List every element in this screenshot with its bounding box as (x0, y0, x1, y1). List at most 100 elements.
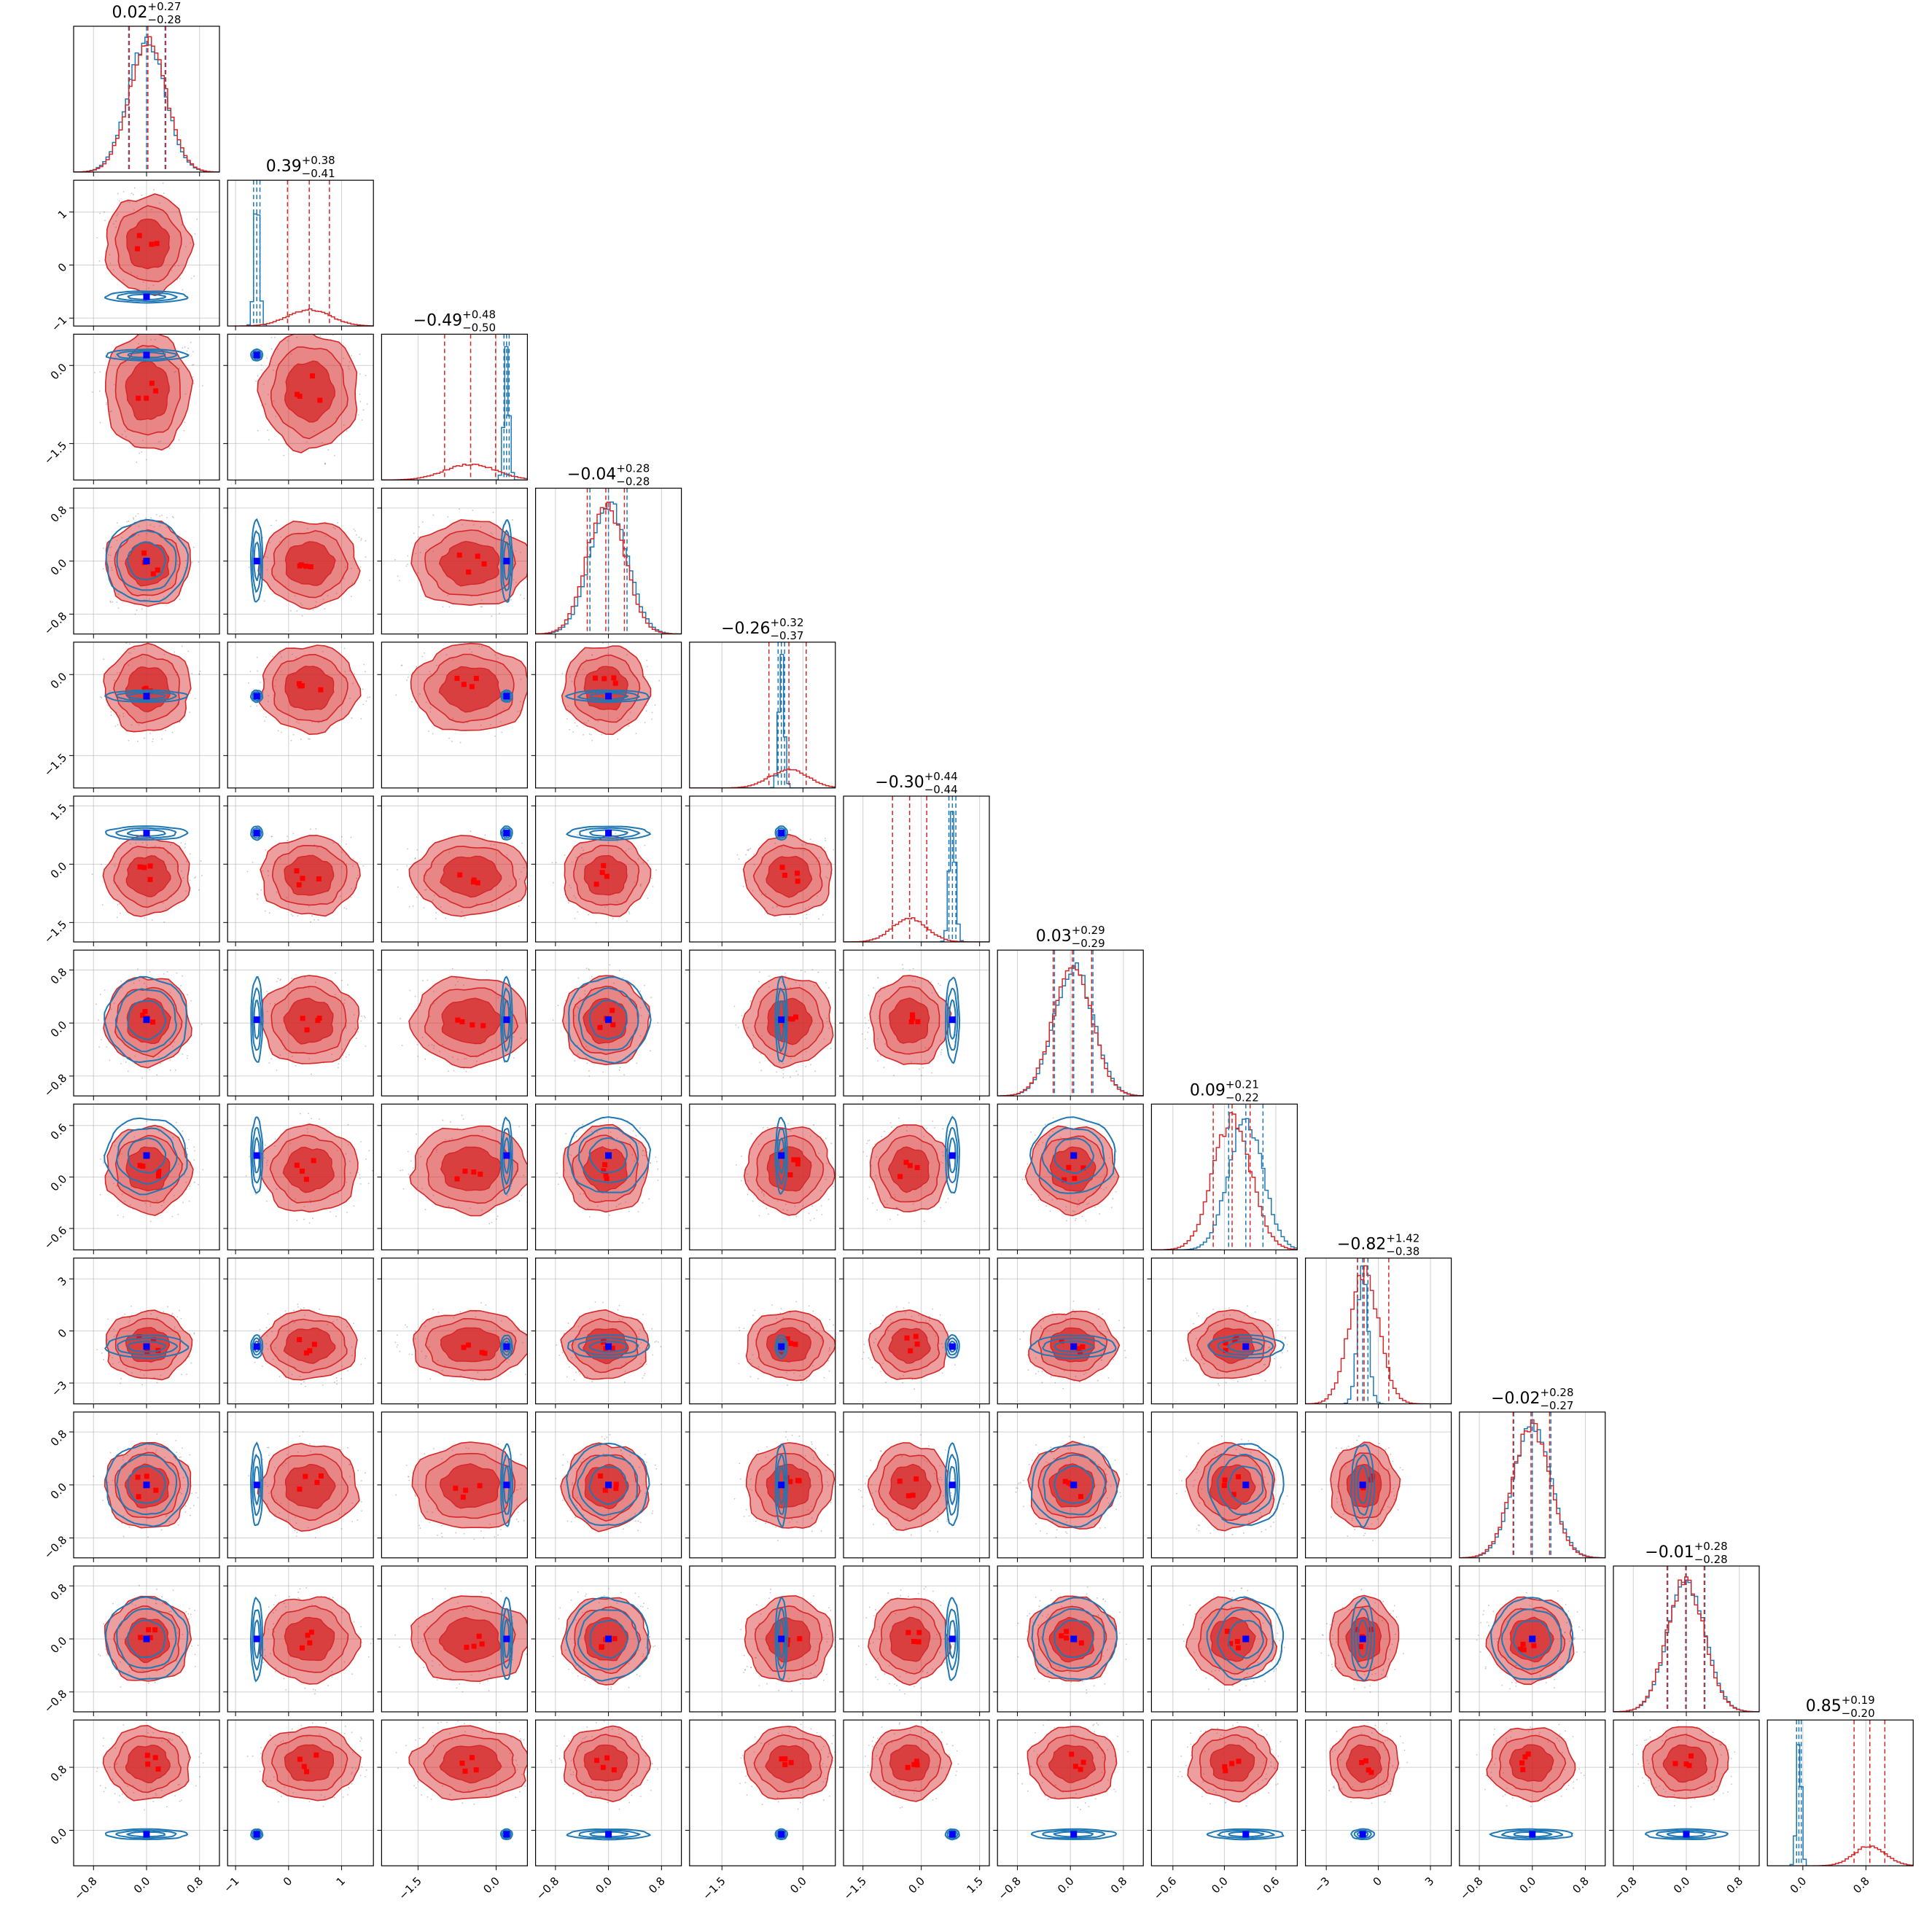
sample-point (1075, 1219, 1076, 1221)
red-marker (315, 1018, 321, 1024)
sample-point (319, 1118, 320, 1120)
sample-point (1065, 1206, 1067, 1208)
sample-point (628, 1686, 630, 1688)
sample-point (1271, 1661, 1273, 1663)
blue-contour (104, 290, 189, 304)
sample-point (1367, 1526, 1368, 1528)
sample-point (1045, 1328, 1047, 1331)
sample-point (117, 593, 120, 595)
sample-point (345, 566, 346, 569)
red-marker (1076, 1346, 1082, 1352)
sample-point (1511, 1681, 1513, 1683)
sample-point (295, 656, 297, 658)
contour-inner (766, 855, 813, 898)
sample-point (407, 676, 409, 678)
sample-point (577, 1325, 580, 1328)
sample-point (405, 1465, 408, 1466)
contour-panel (531, 642, 682, 792)
sample-point (114, 856, 116, 858)
sample-point (421, 1037, 424, 1038)
sample-point (1040, 1663, 1042, 1665)
sample-point (1097, 1463, 1099, 1465)
sample-point (164, 352, 166, 354)
truth-marker (503, 1481, 510, 1489)
sample-point (417, 1056, 419, 1057)
sample-point (1500, 1656, 1503, 1659)
sample-point (1258, 1654, 1259, 1656)
sample-point (1019, 1338, 1021, 1340)
sample-point (429, 1346, 430, 1348)
sample-point (193, 275, 195, 277)
sample-point (354, 887, 356, 889)
truth-marker (253, 1481, 260, 1489)
sample-point (308, 738, 309, 740)
sample-point (150, 517, 152, 519)
red-marker (1354, 1627, 1360, 1632)
sample-point (107, 1481, 109, 1484)
sample-point (1125, 1357, 1126, 1359)
sample-point (1228, 1590, 1231, 1592)
sample-point (254, 1193, 257, 1196)
sample-point (1052, 1131, 1054, 1133)
sample-point (163, 653, 165, 655)
red-marker (461, 1344, 467, 1350)
sample-point (892, 1320, 894, 1323)
sample-point (942, 1155, 944, 1156)
sample-point (1486, 1621, 1488, 1624)
truth-marker (1242, 1343, 1250, 1350)
sample-point (587, 1207, 589, 1210)
blue-contour (252, 1609, 262, 1671)
sample-point (176, 674, 178, 677)
sample-point (167, 1742, 168, 1743)
sample-point (1279, 1659, 1282, 1661)
sample-point (875, 1175, 877, 1177)
sample-point (419, 551, 421, 553)
sample-point (432, 1598, 434, 1600)
sample-point (435, 918, 437, 919)
blue-contour (567, 1334, 650, 1359)
sample-point (151, 209, 152, 211)
sample-point (1041, 1382, 1043, 1384)
sample-point (353, 1014, 355, 1016)
sample-point (160, 1529, 163, 1531)
sample-point (643, 1177, 644, 1179)
sample-point (1100, 1359, 1102, 1361)
sample-point (149, 598, 151, 600)
sample-point (419, 1655, 421, 1657)
sample-point (642, 862, 644, 864)
sample-point (903, 1307, 905, 1309)
sample-point (1363, 1600, 1366, 1601)
contour-panel (223, 642, 374, 792)
sample-point (583, 1514, 584, 1516)
sample-point (164, 1457, 165, 1458)
sample-point (626, 654, 628, 656)
sample-point (1083, 1374, 1085, 1376)
sample-point (322, 598, 324, 600)
sample-point (1399, 1467, 1401, 1469)
sample-point (1543, 1608, 1545, 1610)
sample-point (1372, 1540, 1374, 1541)
sample-point (1093, 1685, 1095, 1687)
sample-point (756, 1358, 758, 1360)
sample-point (280, 1503, 282, 1505)
sample-point (315, 601, 317, 603)
sample-point (515, 1519, 518, 1520)
red-marker (897, 1174, 903, 1180)
red-marker (916, 1629, 922, 1635)
sample-point (808, 1305, 810, 1307)
sample-point (327, 1685, 329, 1686)
sample-point (567, 1323, 569, 1324)
sample-point (189, 879, 191, 881)
sample-point (861, 1033, 863, 1035)
sample-point (284, 1605, 287, 1608)
sample-point (795, 1301, 798, 1303)
sample-point (169, 844, 171, 846)
sample-point (276, 520, 277, 521)
sample-point (155, 1452, 157, 1453)
sample-point (346, 1325, 348, 1328)
sample-point (149, 1069, 151, 1071)
sample-point (182, 1732, 184, 1734)
sample-point (532, 720, 534, 721)
sample-point (577, 1053, 579, 1055)
sample-point (141, 1384, 143, 1386)
